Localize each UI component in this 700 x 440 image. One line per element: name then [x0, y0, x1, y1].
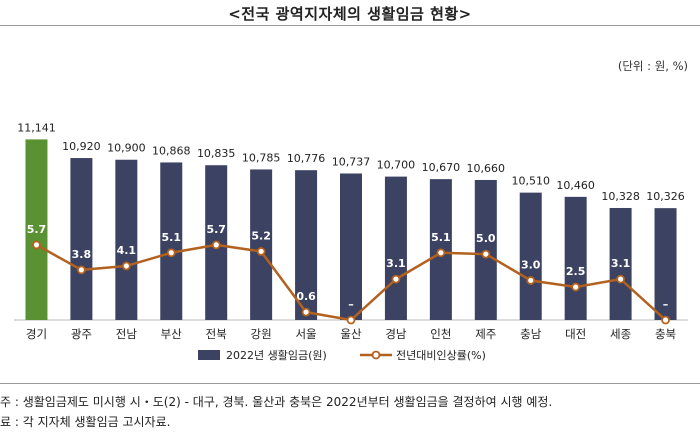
rate-marker-9 — [436, 248, 446, 258]
rate-marker-1 — [77, 265, 86, 275]
legend-marker-swatch — [371, 350, 381, 360]
rate-marker-10 — [481, 249, 491, 259]
x-tick-2: 전남 — [116, 327, 138, 341]
x-tick-8: 경남 — [385, 327, 407, 341]
rate-marker-8 — [391, 274, 401, 284]
x-tick-11: 충남 — [520, 327, 542, 341]
rate-label-5: 5.2 — [251, 229, 271, 242]
rate-label-8: 3.1 — [386, 257, 406, 270]
bar-label-4: 10,835 — [197, 147, 236, 160]
rate-marker-6 — [301, 307, 311, 317]
bar-7 — [340, 173, 362, 320]
x-tick-9: 인천 — [430, 327, 451, 341]
bar-8 — [384, 176, 407, 320]
legend-bar-label: 2022년 생활임금(원) — [226, 348, 327, 362]
bar-3 — [160, 162, 183, 320]
bar-1 — [70, 158, 93, 320]
bar-label-0: 11,141 — [17, 121, 56, 134]
x-tick-7: 울산 — [340, 327, 362, 341]
rate-marker-5 — [256, 247, 266, 256]
rate-marker-13 — [616, 274, 625, 284]
x-tick-labels: 경기 광주 전남 부산 전북 강원 서울 울산 경남 인천 제주 충남 대전 세종 충북 — [26, 327, 676, 341]
bar-label-6: 10,776 — [287, 152, 326, 165]
rate-label-14: – — [663, 298, 669, 311]
bar-series — [25, 139, 677, 320]
x-tick-5: 강원 — [251, 327, 272, 341]
x-tick-0: 경기 — [26, 327, 47, 341]
rate-label-6: 0.6 — [296, 290, 316, 303]
rate-marker-7 — [346, 315, 356, 325]
chart-title: <전국 광역지자체의 생활임금 현황> — [228, 5, 472, 23]
bar-value-labels: 11,141 10,920 10,900 10,868 10,835 10,785 10,7… — [17, 121, 685, 203]
bar-label-7: 10,737 — [332, 155, 371, 168]
bar-label-12: 10,460 — [556, 179, 595, 192]
bar-label-5: 10,785 — [242, 151, 281, 164]
rate-marker-4 — [211, 240, 221, 250]
rate-label-13: 3.1 — [611, 257, 631, 270]
rate-label-9: 5.1 — [431, 231, 451, 244]
rate-value-labels: 5.7 3.8 4.1 5.1 5.7 5.2 0.6 – 3.1 5.1 5.0 3.0 2.5 3.1… — [27, 223, 669, 311]
bar-0 — [25, 139, 48, 320]
x-tick-13: 세종 — [610, 327, 631, 341]
bar-14 — [654, 208, 677, 320]
bar-label-8: 10,700 — [377, 159, 416, 172]
footnotes: 주 : 생활임금제도 미시행 시・도(2) - 대구, 경북. 울산과 충북은 … — [0, 392, 552, 432]
legend-bar-swatch — [198, 350, 220, 360]
rate-marker-14 — [661, 315, 670, 325]
bar-11 — [519, 192, 542, 320]
x-tick-6: 서울 — [295, 327, 316, 341]
legend-line-label: 전년대비인상률(%) — [396, 349, 486, 362]
bar-2 — [115, 159, 138, 320]
bar-label-11: 10,510 — [511, 175, 550, 188]
rate-label-4: 5.7 — [206, 223, 226, 236]
rate-markers — [32, 240, 670, 325]
chart-area: 11,141 10,920 10,900 10,868 10,835 10,785 10,7… — [14, 121, 688, 362]
legend: 2022년 생활임금(원) 전년대비인상률(%) — [198, 348, 486, 362]
x-tick-4: 전북 — [206, 327, 227, 341]
bar-13 — [609, 207, 632, 320]
rate-label-7: – — [348, 298, 354, 311]
rate-marker-2 — [121, 261, 131, 271]
rate-marker-3 — [166, 248, 176, 258]
bar-label-2: 10,900 — [107, 142, 146, 155]
rate-label-2: 4.1 — [117, 244, 137, 257]
bar-label-3: 10,868 — [152, 144, 191, 157]
x-tick-3: 부산 — [161, 327, 183, 341]
bar-label-9: 10,670 — [422, 161, 461, 174]
rate-label-0: 5.7 — [27, 223, 47, 236]
rate-label-12: 2.5 — [566, 265, 586, 278]
rate-label-3: 5.1 — [162, 231, 182, 244]
footnote-line-1: 주 : 생활임금제도 미시행 시・도(2) - 대구, 경북. 울산과 충북은 … — [0, 395, 553, 409]
rate-marker-11 — [526, 276, 536, 285]
unit-label: (단위 : 원, %) — [617, 59, 688, 73]
bar-label-13: 10,328 — [601, 190, 640, 203]
notes-divider — [0, 383, 700, 384]
bar-12 — [564, 196, 587, 320]
rate-marker-12 — [571, 282, 581, 292]
rate-marker-0 — [32, 240, 41, 250]
x-tick-10: 제주 — [475, 327, 496, 341]
title-divider-top — [0, 25, 700, 26]
bar-label-1: 10,920 — [62, 140, 101, 153]
bar-label-14: 10,326 — [646, 190, 685, 203]
x-tick-12: 대전 — [565, 327, 586, 341]
x-tick-1: 광주 — [71, 327, 92, 341]
footnote-line-2: 료 : 각 지자체 생활임금 고시자료. — [0, 415, 171, 429]
rate-label-1: 3.8 — [72, 248, 92, 261]
bar-6 — [295, 170, 318, 320]
bar-label-10: 10,660 — [467, 162, 506, 175]
rate-label-11: 3.0 — [521, 258, 541, 271]
bar-5 — [250, 169, 273, 320]
x-tick-14: 충북 — [655, 327, 676, 341]
rate-label-10: 5.0 — [476, 232, 496, 245]
